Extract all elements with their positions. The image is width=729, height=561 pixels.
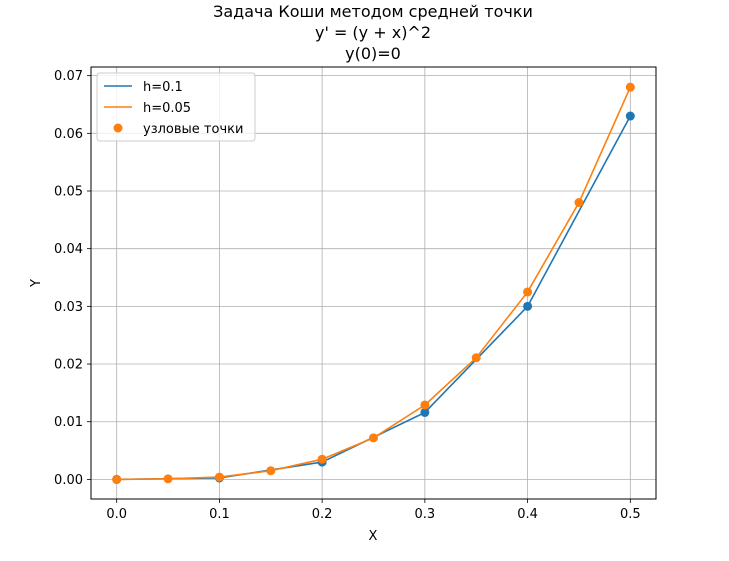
x-tick-label: 0.0 (106, 507, 127, 522)
y-tick-label: 0.06 (54, 127, 83, 142)
node-point (625, 82, 635, 92)
y-tick-label: 0.00 (54, 473, 83, 488)
y-tick-label: 0.03 (54, 300, 83, 315)
node-point (625, 111, 635, 121)
node-point (214, 472, 224, 482)
x-tick-label: 0.5 (620, 507, 641, 522)
y-tick-label: 0.05 (54, 185, 83, 200)
node-point (317, 454, 327, 464)
node-point (420, 407, 430, 417)
axis-ticks: 0.0 0.1 0.2 0.3 0.4 0.5 0.00 0.01 0.02 0.03 0.04 0.… (54, 69, 641, 522)
node-point (266, 466, 276, 476)
chart-title-line-3: y(0)=0 (345, 44, 401, 63)
plot-frame (90, 66, 657, 500)
node-point (574, 198, 584, 208)
legend-label-h005: h=0.05 (143, 101, 191, 116)
series-layer (112, 82, 635, 484)
y-tick-label: 0.02 (54, 358, 83, 373)
x-axis-label: X (369, 529, 378, 544)
y-tick-label: 0.04 (54, 242, 83, 257)
node-point (471, 353, 481, 363)
y-tick-label: 0.07 (54, 69, 83, 84)
chart-title-line-1: Задача Коши методом средней точки (213, 2, 533, 21)
node-point (523, 287, 533, 297)
chart-title-line-2: y' = (y + x)^2 (315, 23, 431, 42)
node-point (420, 400, 430, 410)
x-tick-label: 0.2 (312, 507, 333, 522)
node-point (523, 301, 533, 311)
node-point (369, 433, 378, 443)
x-tick-label: 0.4 (517, 507, 538, 522)
legend-marker-nodes (113, 123, 123, 133)
y-tick-label: 0.01 (54, 415, 83, 430)
legend-label-h01: h=0.1 (143, 80, 183, 95)
legend: h=0.1 h=0.05 узловые точки (96, 72, 256, 142)
grid (91, 67, 656, 499)
y-axis-label: Y (29, 279, 44, 288)
x-tick-label: 0.1 (209, 507, 230, 522)
node-point (163, 474, 173, 484)
chart-title: Задача Коши методом средней точки y' = (… (213, 2, 533, 63)
legend-label-nodes: узловые точки (143, 122, 243, 137)
legend-box (96, 72, 256, 142)
node-point (112, 474, 122, 484)
x-tick-label: 0.3 (415, 507, 436, 522)
